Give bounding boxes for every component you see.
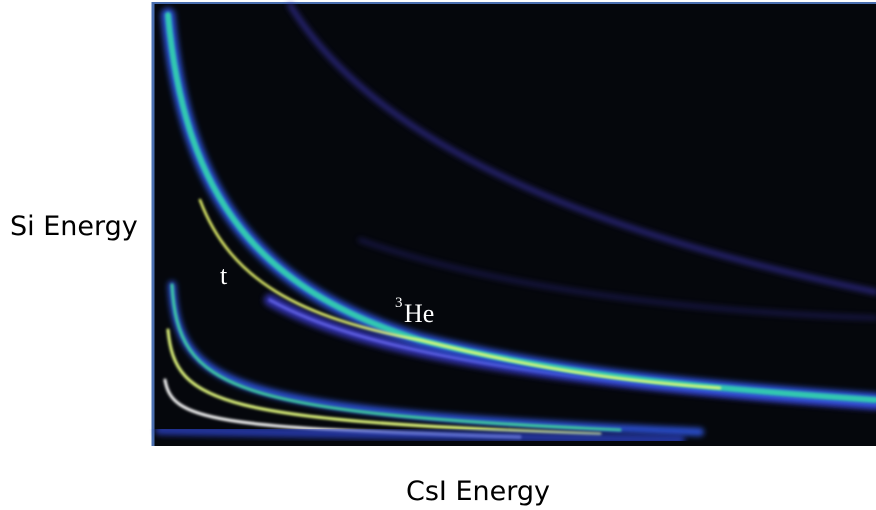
bands [155,2,876,445]
y-axis-label: Si Energy [10,211,138,242]
he-superscript: 3 [395,295,403,311]
t-annotation: t [220,261,228,290]
plot-panel [152,2,876,446]
faint-band [287,2,876,295]
faint-band [358,238,876,320]
low-band [166,328,602,436]
t-band-core [198,198,722,390]
he-annotation: He [404,299,434,328]
low-band [155,425,685,445]
low-band [170,283,622,432]
x-axis-label: CsI Energy [406,476,550,507]
